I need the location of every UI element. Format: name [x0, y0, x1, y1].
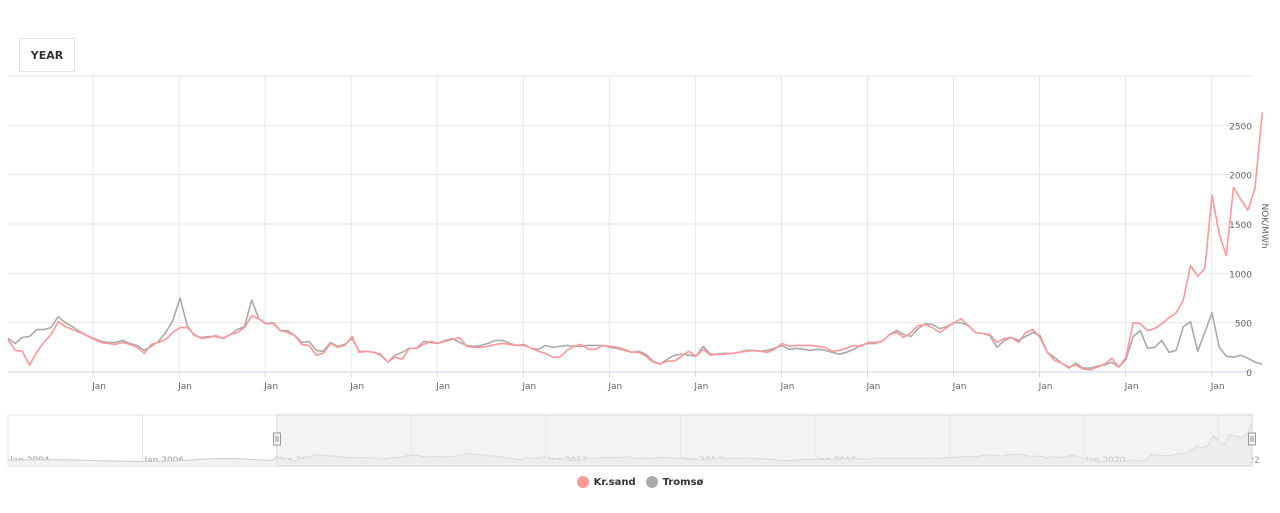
- x-tick-label: Jan: [435, 382, 450, 392]
- year-range-button[interactable]: YEAR: [19, 38, 75, 72]
- navigator-left-handle[interactable]: [273, 432, 281, 446]
- tromso-dot-icon: [645, 476, 658, 488]
- x-axis: Jan Jan Jan Jan Jan Jan Jan Jan Jan Jan Jan Jan Jan J…: [91, 372, 1225, 392]
- y-axis-title: NOK/MWh: [1259, 203, 1269, 248]
- series-line-troms[interactable]: [7, 297, 1263, 369]
- y-tick-label: 1500: [1229, 221, 1252, 231]
- legend-item-tromso[interactable]: Tromsø: [645, 476, 704, 488]
- x-tick-label: Jan: [866, 382, 881, 392]
- y-tick-label: 1000: [1229, 270, 1252, 280]
- x-tick-label: Jan: [607, 382, 622, 392]
- y-tick-label: 2000: [1229, 172, 1252, 182]
- legend-label-kr-sand: Kr.sand: [593, 476, 636, 488]
- series-line-krsand[interactable]: [7, 112, 1263, 371]
- x-tick-label: Jan: [779, 382, 794, 392]
- x-tick-label: Jan: [1210, 382, 1225, 392]
- y-axis: 0 500 1000 1500 2000 2500 NOK/MWh: [1229, 122, 1269, 379]
- navigator[interactable]: Jan 2004Jan 2006Jan 2008Jan 2010Jan 2012…: [7, 414, 1260, 467]
- grid-lines: [8, 75, 1252, 373]
- navigator-right-handle[interactable]: [1248, 432, 1256, 446]
- series-lines: [7, 112, 1263, 371]
- legend-label-tromso: Tromsø: [662, 476, 704, 488]
- x-tick-label: Jan: [521, 382, 536, 392]
- x-tick-label: Jan: [1124, 382, 1139, 392]
- x-tick-label: Jan: [177, 382, 192, 392]
- x-tick-label: Jan: [349, 382, 364, 392]
- x-tick-label: Jan: [952, 382, 967, 392]
- x-tick-label: Jan: [263, 382, 278, 392]
- kr-sand-dot-icon: [576, 476, 589, 488]
- legend-item-kr-sand[interactable]: Kr.sand: [576, 476, 636, 488]
- y-tick-label: 2500: [1229, 122, 1252, 132]
- x-tick-label: Jan: [91, 382, 106, 392]
- x-tick-label: Jan: [693, 382, 708, 392]
- y-tick-label: 500: [1235, 320, 1252, 330]
- y-tick-label: 0: [1246, 369, 1252, 379]
- x-tick-label: Jan: [1038, 382, 1053, 392]
- legend: Kr.sand Tromsø: [0, 476, 1280, 488]
